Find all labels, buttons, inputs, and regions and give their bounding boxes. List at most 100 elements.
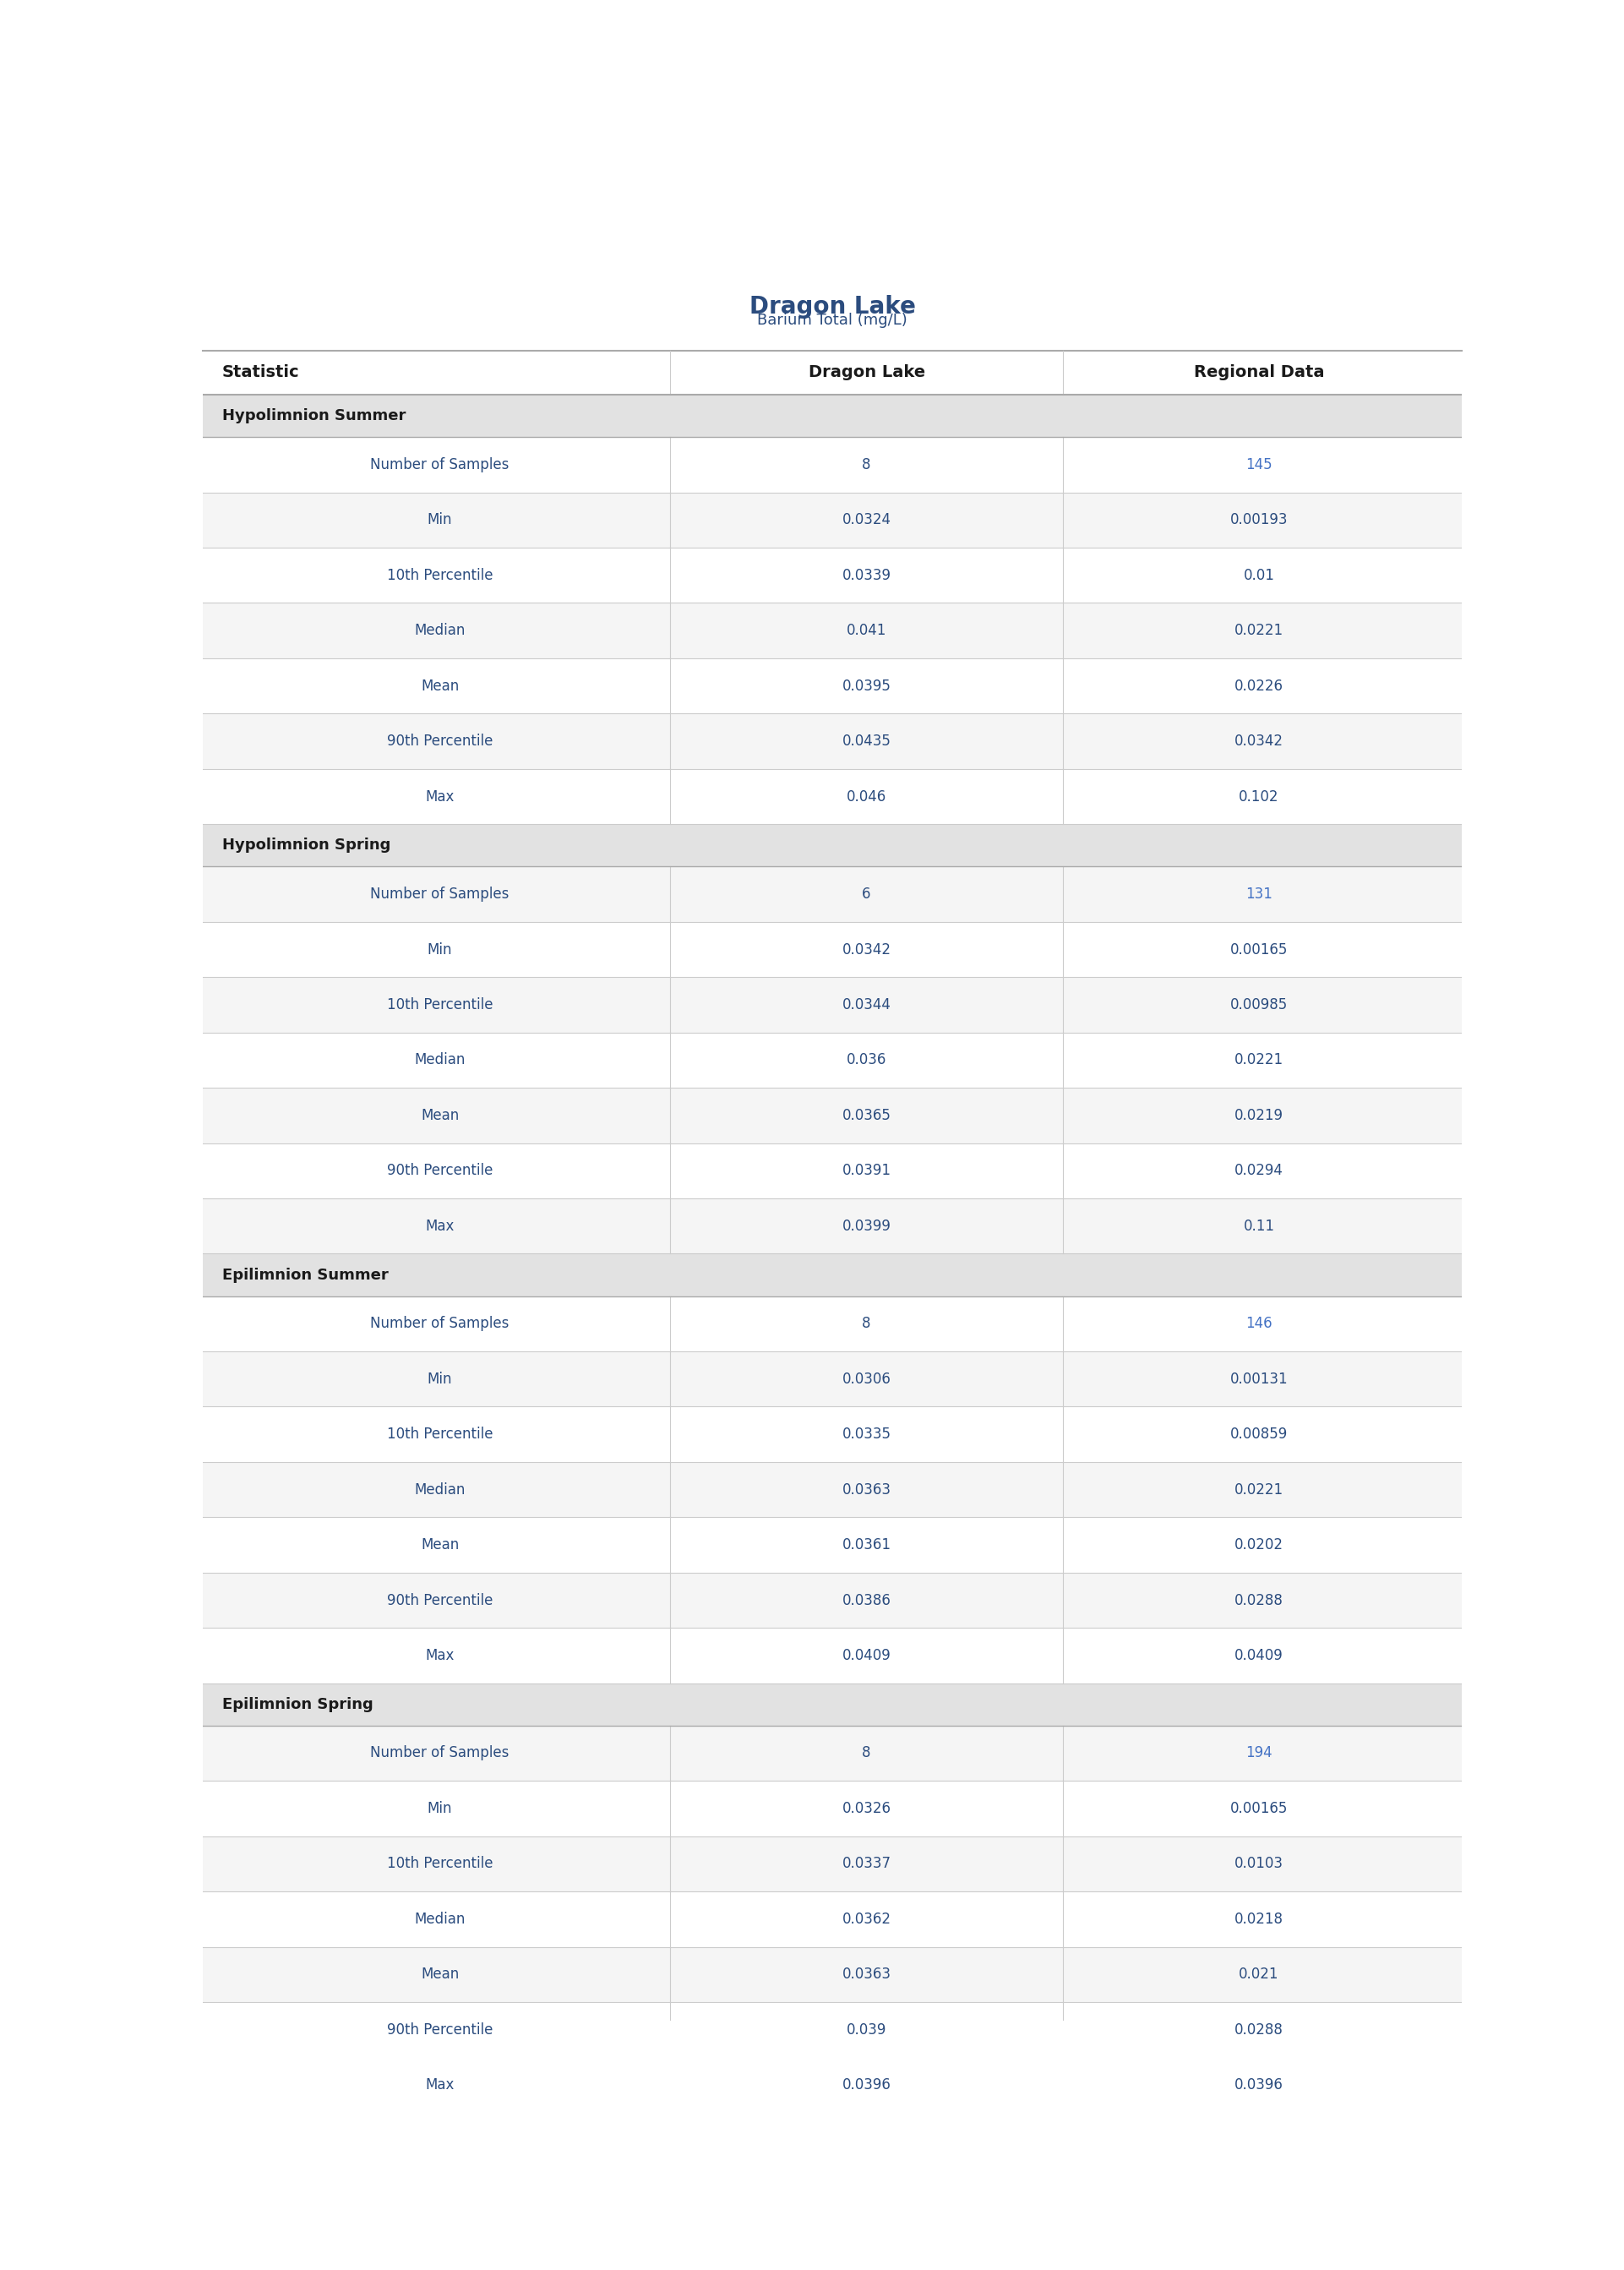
Text: Max: Max xyxy=(425,1219,455,1233)
Text: Epilimnion Spring: Epilimnion Spring xyxy=(222,1696,374,1712)
Text: 0.0396: 0.0396 xyxy=(1234,2077,1283,2093)
Bar xyxy=(203,1948,1462,2002)
Text: 0.00165: 0.00165 xyxy=(1229,1800,1288,1816)
Bar xyxy=(203,1725,1462,1782)
Bar xyxy=(203,1516,1462,1573)
Bar xyxy=(203,395,1462,438)
Text: Min: Min xyxy=(427,1800,451,1816)
Text: 0.00859: 0.00859 xyxy=(1231,1428,1288,1441)
Text: 0.0221: 0.0221 xyxy=(1234,622,1283,638)
Bar xyxy=(203,1351,1462,1407)
Text: 10th Percentile: 10th Percentile xyxy=(387,1428,492,1441)
Text: 0.0339: 0.0339 xyxy=(843,568,892,583)
Text: Regional Data: Regional Data xyxy=(1194,365,1324,381)
Bar xyxy=(203,1199,1462,1253)
Text: 0.021: 0.021 xyxy=(1239,1966,1280,1982)
Text: 0.0306: 0.0306 xyxy=(843,1371,892,1387)
Bar xyxy=(203,713,1462,770)
Text: Statistic: Statistic xyxy=(222,365,299,381)
Text: Mean: Mean xyxy=(421,1537,460,1553)
Bar xyxy=(203,604,1462,658)
Bar xyxy=(203,2002,1462,2057)
Text: 0.0342: 0.0342 xyxy=(843,942,892,958)
Text: Hypolimnion Summer: Hypolimnion Summer xyxy=(222,409,406,424)
Text: 0.041: 0.041 xyxy=(846,622,887,638)
Text: Number of Samples: Number of Samples xyxy=(370,888,510,901)
Text: Min: Min xyxy=(427,942,451,958)
Text: 0.0324: 0.0324 xyxy=(843,513,892,527)
Text: Dragon Lake: Dragon Lake xyxy=(809,365,926,381)
Text: 0.0386: 0.0386 xyxy=(843,1594,892,1607)
Text: 10th Percentile: 10th Percentile xyxy=(387,568,492,583)
Bar xyxy=(203,1144,1462,1199)
Text: 0.0202: 0.0202 xyxy=(1234,1537,1283,1553)
Text: 145: 145 xyxy=(1246,456,1273,472)
Text: 0.0344: 0.0344 xyxy=(843,997,892,1012)
Bar xyxy=(203,1033,1462,1087)
Text: 0.00165: 0.00165 xyxy=(1229,942,1288,958)
Text: Min: Min xyxy=(427,1371,451,1387)
Text: 0.0396: 0.0396 xyxy=(843,2077,892,2093)
Text: 194: 194 xyxy=(1246,1746,1273,1762)
Bar xyxy=(203,867,1462,922)
Text: 0.0226: 0.0226 xyxy=(1234,679,1283,695)
Text: Median: Median xyxy=(414,1911,466,1927)
Text: Number of Samples: Number of Samples xyxy=(370,456,510,472)
Text: 0.00193: 0.00193 xyxy=(1229,513,1288,527)
Bar xyxy=(203,1782,1462,1836)
Text: 0.0221: 0.0221 xyxy=(1234,1482,1283,1498)
Bar xyxy=(203,1462,1462,1516)
Text: 0.0435: 0.0435 xyxy=(843,733,892,749)
Text: Hypolimnion Spring: Hypolimnion Spring xyxy=(222,838,390,854)
Bar xyxy=(203,1087,1462,1144)
Bar xyxy=(203,1684,1462,1725)
Text: 0.0409: 0.0409 xyxy=(1234,1648,1283,1664)
Text: 0.102: 0.102 xyxy=(1239,790,1280,804)
Bar xyxy=(203,438,1462,493)
Text: Median: Median xyxy=(414,622,466,638)
Text: Mean: Mean xyxy=(421,679,460,695)
Text: 146: 146 xyxy=(1246,1317,1273,1330)
Text: 90th Percentile: 90th Percentile xyxy=(387,1594,492,1607)
Text: 90th Percentile: 90th Percentile xyxy=(387,1162,492,1178)
Text: Mean: Mean xyxy=(421,1966,460,1982)
Text: Max: Max xyxy=(425,790,455,804)
Text: 0.0391: 0.0391 xyxy=(843,1162,892,1178)
Bar xyxy=(203,547,1462,604)
Bar xyxy=(203,824,1462,867)
Bar xyxy=(203,658,1462,713)
Text: 8: 8 xyxy=(862,1746,870,1762)
Text: 0.0395: 0.0395 xyxy=(843,679,892,695)
Bar xyxy=(203,1253,1462,1296)
Text: 0.0219: 0.0219 xyxy=(1234,1108,1283,1124)
Bar xyxy=(203,922,1462,976)
Text: Number of Samples: Number of Samples xyxy=(370,1746,510,1762)
Text: Min: Min xyxy=(427,513,451,527)
Text: 8: 8 xyxy=(862,1317,870,1330)
Bar xyxy=(203,1573,1462,1628)
Text: 0.046: 0.046 xyxy=(846,790,887,804)
Text: 0.0335: 0.0335 xyxy=(843,1428,892,1441)
Text: Max: Max xyxy=(425,2077,455,2093)
Text: 0.11: 0.11 xyxy=(1244,1219,1275,1233)
Text: 90th Percentile: 90th Percentile xyxy=(387,733,492,749)
Bar xyxy=(203,1891,1462,1948)
Text: Barium Total (mg/L): Barium Total (mg/L) xyxy=(757,313,908,327)
Text: 0.0288: 0.0288 xyxy=(1234,2023,1283,2038)
Text: 0.0363: 0.0363 xyxy=(843,1966,892,1982)
Text: 90th Percentile: 90th Percentile xyxy=(387,2023,492,2038)
Text: 0.0288: 0.0288 xyxy=(1234,1594,1283,1607)
Bar xyxy=(203,1836,1462,1891)
Text: 0.0362: 0.0362 xyxy=(843,1911,892,1927)
Text: 0.00131: 0.00131 xyxy=(1229,1371,1288,1387)
Text: 6: 6 xyxy=(862,888,870,901)
Text: 10th Percentile: 10th Percentile xyxy=(387,997,492,1012)
Bar xyxy=(203,976,1462,1033)
Text: Number of Samples: Number of Samples xyxy=(370,1317,510,1330)
Text: Max: Max xyxy=(425,1648,455,1664)
Bar xyxy=(203,493,1462,547)
Bar xyxy=(203,1628,1462,1684)
Text: 0.0365: 0.0365 xyxy=(843,1108,892,1124)
Text: 131: 131 xyxy=(1246,888,1273,901)
Text: 0.0337: 0.0337 xyxy=(843,1857,892,1870)
